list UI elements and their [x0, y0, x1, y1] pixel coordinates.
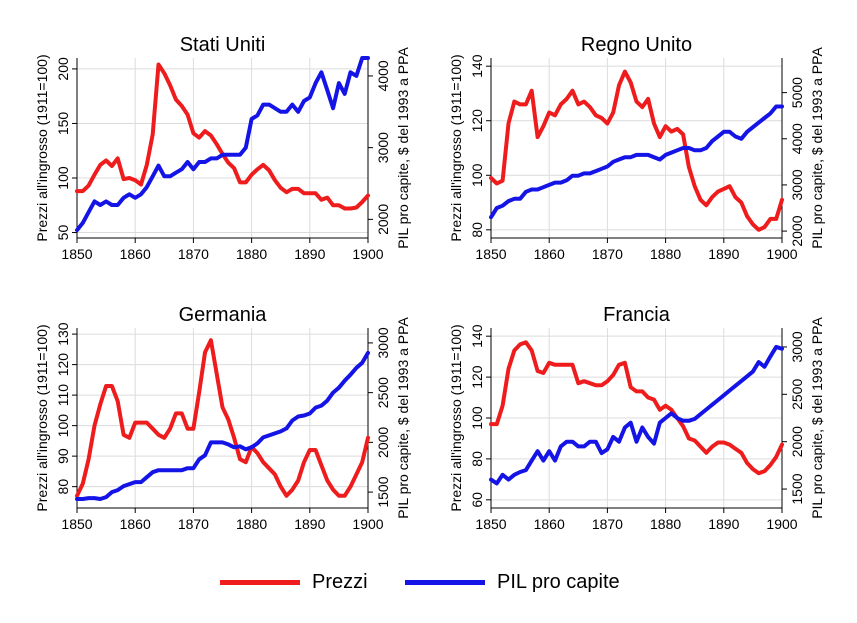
series-line-pil-pro-capite — [75, 350, 370, 501]
y-left-tick-label: 100 — [55, 166, 71, 190]
x-tick-label: 1880 — [650, 516, 681, 532]
y-left-axis-label: Prezzi all'ingrosso (1911=100) — [448, 54, 464, 241]
y-right-tick-label: 2000 — [375, 427, 391, 458]
x-tick-label: 1860 — [120, 246, 151, 262]
y-right-tick-label: 3000 — [375, 327, 391, 358]
y-left-tick-label: 60 — [469, 492, 485, 508]
x-tick-label: 1900 — [352, 516, 383, 532]
x-tick-label: 1890 — [708, 246, 739, 262]
y-left-tick-label: 120 — [55, 353, 71, 377]
x-tick-label: 1880 — [236, 246, 267, 262]
y-right-tick-label: 5000 — [789, 77, 805, 108]
x-tick-label: 1870 — [592, 246, 623, 262]
legend-item-gdp: PIL pro capite — [405, 567, 620, 597]
series-line-pil-pro-capite — [489, 344, 784, 486]
y-left-tick-label: 140 — [469, 54, 485, 78]
y-right-tick-label: 2000 — [789, 215, 805, 246]
x-tick-label: 1880 — [650, 246, 681, 262]
y-left-tick-label: 100 — [469, 406, 485, 430]
y-left-tick-label: 120 — [469, 109, 485, 133]
legend-label-prices: Prezzi — [312, 570, 368, 593]
x-tick-label: 1900 — [352, 246, 383, 262]
y-left-tick-label: 80 — [469, 451, 485, 467]
y-left-tick-label: 50 — [55, 225, 71, 241]
x-tick-label: 1850 — [61, 516, 92, 532]
y-left-tick-label: 130 — [55, 322, 71, 346]
x-tick-label: 1880 — [236, 516, 267, 532]
y-left-tick-label: 150 — [55, 112, 71, 136]
x-tick-label: 1890 — [294, 246, 325, 262]
legend-item-prices: Prezzi — [220, 567, 368, 597]
y-right-tick-label: 3000 — [375, 132, 391, 163]
y-right-tick-label: 1500 — [375, 476, 391, 507]
panel-title: Regno Unito — [581, 34, 692, 56]
x-tick-label: 1900 — [766, 246, 797, 262]
y-right-tick-label: 3000 — [789, 169, 805, 200]
legend-swatch-prices — [220, 579, 300, 585]
panel-stati-uniti: 1850 1860 1870 1880 1890 1900 50 100 150 200 2000 3… — [34, 34, 411, 262]
x-tick-label: 1860 — [534, 516, 565, 532]
series-line-prezzi — [489, 340, 784, 476]
x-tick-label: 1860 — [120, 516, 151, 532]
series-line-prezzi — [75, 338, 370, 498]
x-tick-label: 1900 — [766, 516, 797, 532]
panel-germania: 1850 1860 1870 1880 1890 1900 80 90 100 110 120 130… — [34, 304, 411, 532]
panel-regno-unito: 1850 1860 1870 1880 1890 1900 80 100 120 140 2000 3… — [448, 34, 825, 262]
x-tick-label: 1850 — [61, 246, 92, 262]
series-line-prezzi — [489, 69, 784, 232]
y-right-tick-label: 2500 — [375, 377, 391, 408]
y-right-tick-label: 2500 — [789, 379, 805, 410]
series-line-pil-pro-capite — [489, 104, 784, 220]
y-right-axis-label: PIL pro capite, $ del 1993 a PPA — [395, 47, 411, 249]
y-left-tick-label: 100 — [469, 163, 485, 187]
legend-label-gdp: PIL pro capite — [497, 570, 620, 593]
panel-title: Stati Uniti — [180, 34, 266, 56]
y-right-tick-label: 1500 — [789, 473, 805, 504]
y-left-tick-label: 100 — [55, 414, 71, 438]
x-tick-label: 1870 — [592, 516, 623, 532]
y-left-tick-label: 90 — [55, 448, 71, 464]
y-left-tick-label: 80 — [55, 479, 71, 495]
y-right-tick-label: 2000 — [375, 204, 391, 235]
y-right-tick-label: 4000 — [375, 60, 391, 91]
y-left-tick-label: 80 — [469, 222, 485, 238]
x-tick-label: 1890 — [708, 516, 739, 532]
panel-francia: 1850 1860 1870 1880 1890 1900 60 80 100 120 140 150… — [448, 304, 825, 532]
x-tick-label: 1870 — [178, 516, 209, 532]
y-left-axis-label: Prezzi all'ingrosso (1911=100) — [34, 324, 50, 511]
y-right-tick-label: 4000 — [789, 123, 805, 154]
y-right-axis-label: PIL pro capite, $ del 1993 a PPA — [809, 47, 825, 249]
x-tick-label: 1850 — [475, 516, 506, 532]
y-left-axis-label: Prezzi all'ingrosso (1911=100) — [34, 54, 50, 241]
x-tick-label: 1850 — [475, 246, 506, 262]
panel-title: Germania — [179, 304, 268, 326]
y-left-tick-label: 120 — [469, 365, 485, 389]
series-line-pil-pro-capite — [75, 56, 370, 233]
y-left-tick-label: 200 — [55, 57, 71, 81]
legend: Prezzi PIL pro capite — [0, 567, 857, 597]
y-right-axis-label: PIL pro capite, $ del 1993 a PPA — [395, 317, 411, 519]
y-right-axis-label: PIL pro capite, $ del 1993 a PPA — [809, 317, 825, 519]
x-tick-label: 1870 — [178, 246, 209, 262]
y-left-axis-label: Prezzi all'ingrosso (1911=100) — [448, 324, 464, 511]
x-tick-label: 1890 — [294, 516, 325, 532]
y-left-tick-label: 110 — [55, 384, 71, 407]
y-right-tick-label: 2000 — [789, 426, 805, 457]
y-right-tick-label: 3000 — [789, 331, 805, 362]
legend-swatch-gdp — [405, 579, 485, 585]
y-left-tick-label: 140 — [469, 324, 485, 348]
panel-title: Francia — [603, 304, 671, 326]
x-tick-label: 1860 — [534, 246, 565, 262]
